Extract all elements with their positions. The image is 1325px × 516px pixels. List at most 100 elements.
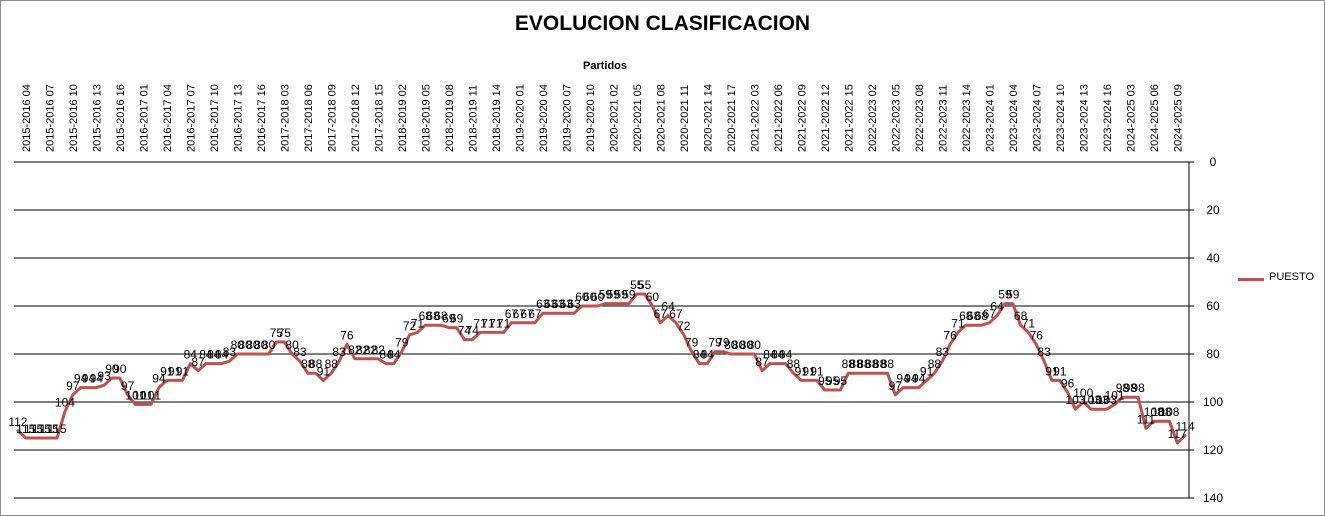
x-tick-label: 2021-2022 15 bbox=[843, 84, 855, 152]
data-label: 103 bbox=[1065, 393, 1085, 407]
data-label: 115 bbox=[48, 422, 67, 436]
data-label: 80 bbox=[748, 338, 762, 352]
x-tick-label: 2018-2019 11 bbox=[467, 85, 479, 152]
data-label: 80 bbox=[238, 338, 252, 352]
x-tick-label: 2017-2018 15 bbox=[373, 84, 385, 152]
data-label: 100 bbox=[1073, 386, 1093, 400]
data-label: 115 bbox=[16, 422, 35, 436]
data-label: 55 bbox=[630, 278, 644, 292]
x-tick-label: 2022-2023 14 bbox=[961, 84, 973, 152]
x-tick-label: 2017-2018 06 bbox=[303, 84, 315, 152]
data-label: 60 bbox=[646, 290, 660, 304]
x-tick-label: 2019-2020 10 bbox=[585, 84, 597, 152]
data-label: 91 bbox=[176, 364, 190, 378]
data-label: 68 bbox=[419, 309, 433, 323]
data-label: 80 bbox=[246, 338, 260, 352]
x-tick-label: 2017-2018 12 bbox=[350, 84, 362, 152]
x-tick-label: 2019-2020 07 bbox=[561, 84, 573, 152]
data-label: 79 bbox=[685, 336, 699, 350]
y-tick-label: 80 bbox=[1206, 347, 1220, 361]
data-label: 114 bbox=[1176, 420, 1195, 434]
x-tick-label: 2023-2024 07 bbox=[1031, 84, 1043, 152]
data-label: 67 bbox=[528, 307, 542, 321]
data-label: 108 bbox=[1144, 405, 1164, 419]
data-label: 68 bbox=[1014, 309, 1028, 323]
data-label: 82 bbox=[364, 343, 378, 357]
data-label: 91 bbox=[1045, 364, 1059, 378]
data-label: 84 bbox=[693, 348, 707, 362]
series-layer bbox=[16, 292, 1187, 445]
data-label: 63 bbox=[544, 297, 558, 311]
y-tick-label: 100 bbox=[1203, 395, 1223, 409]
data-label: 71 bbox=[951, 316, 965, 330]
data-label: 64 bbox=[661, 300, 675, 314]
x-tick-label: 2016-2017 10 bbox=[209, 84, 221, 152]
data-label: 72 bbox=[403, 319, 417, 333]
x-tick-label: 2023-2024 13 bbox=[1078, 84, 1090, 152]
x-tick-label: 2020-2021 05 bbox=[632, 84, 644, 152]
data-label: 91 bbox=[160, 364, 174, 378]
data-label: 91 bbox=[795, 364, 809, 378]
x-tick-label: 2022-2023 05 bbox=[890, 84, 902, 152]
data-labels-layer: 1121151151151151151049794949493909097101… bbox=[8, 278, 1195, 441]
y-tick-label: 0 bbox=[1210, 155, 1217, 169]
x-tick-label: 2016-2017 13 bbox=[232, 84, 244, 152]
data-label: 59 bbox=[622, 288, 636, 302]
data-label: 80 bbox=[740, 338, 754, 352]
x-tick-label: 2021-2022 03 bbox=[749, 84, 761, 152]
data-label: 68 bbox=[975, 309, 989, 323]
data-label: 84 bbox=[387, 348, 401, 362]
x-tick-label: 2015-2016 07 bbox=[44, 84, 56, 152]
x-tick-label: 2024-2025 09 bbox=[1172, 84, 1184, 152]
x-tick-label: 2021-2022 12 bbox=[820, 84, 832, 152]
x-tick-label: 2019-2020 04 bbox=[538, 84, 550, 152]
x-tick-labels: 2015-2016 04 2015-2016 07 2015-2016 10 2015… bbox=[21, 84, 1185, 152]
data-label: 84 bbox=[763, 348, 777, 362]
data-label: 72 bbox=[677, 319, 691, 333]
data-label: 98 bbox=[1124, 381, 1138, 395]
data-label: 79 bbox=[395, 336, 409, 350]
series-line-puesto bbox=[16, 292, 1187, 445]
y-tick-label: 140 bbox=[1203, 491, 1223, 505]
data-label: 96 bbox=[1061, 376, 1075, 390]
data-label: 103 bbox=[1081, 393, 1101, 407]
data-label: 76 bbox=[340, 328, 354, 342]
data-label: 101 bbox=[125, 388, 145, 402]
x-tick-label: 2016-2017 07 bbox=[185, 84, 197, 152]
data-label: 88 bbox=[301, 357, 315, 371]
x-tick-label: 2024-2025 03 bbox=[1125, 84, 1137, 152]
data-label: 88 bbox=[865, 357, 879, 371]
data-label: 83 bbox=[332, 345, 346, 359]
data-label: 94 bbox=[896, 372, 910, 386]
data-label: 68 bbox=[967, 309, 981, 323]
data-label: 91 bbox=[168, 364, 182, 378]
data-label: 67 bbox=[654, 307, 668, 321]
data-label: 88 bbox=[309, 357, 323, 371]
data-label: 75 bbox=[270, 326, 284, 340]
data-label: 67 bbox=[983, 307, 997, 321]
data-label: 67 bbox=[505, 307, 519, 321]
data-label: 84 bbox=[207, 348, 221, 362]
data-label: 60 bbox=[583, 290, 597, 304]
x-tick-label: 2023-2024 01 bbox=[984, 84, 996, 152]
data-label: 80 bbox=[732, 338, 746, 352]
gridlines bbox=[14, 161, 1194, 499]
data-label: 83 bbox=[936, 345, 950, 359]
data-label: 59 bbox=[1006, 288, 1020, 302]
chart-title: EVOLUCION CLASIFICACION bbox=[514, 12, 811, 35]
x-tick-label: 2023-2024 10 bbox=[1055, 84, 1067, 152]
x-tick-label: 2023-2024 04 bbox=[1008, 84, 1020, 152]
data-label: 63 bbox=[567, 297, 581, 311]
data-label: 97 bbox=[889, 379, 903, 393]
data-label: 83 bbox=[293, 345, 307, 359]
data-label: 111 bbox=[1137, 412, 1156, 426]
x-tick-label: 2016-2017 04 bbox=[162, 84, 174, 152]
data-label: 94 bbox=[912, 372, 926, 386]
data-label: 75 bbox=[278, 326, 292, 340]
x-tick-label: 2024-2025 06 bbox=[1149, 84, 1161, 152]
data-label: 84 bbox=[184, 348, 198, 362]
data-label: 91 bbox=[317, 364, 331, 378]
legend-swatch bbox=[1238, 278, 1264, 281]
x-tick-label: 2016-2017 01 bbox=[138, 84, 150, 152]
data-label: 55 bbox=[638, 278, 652, 292]
